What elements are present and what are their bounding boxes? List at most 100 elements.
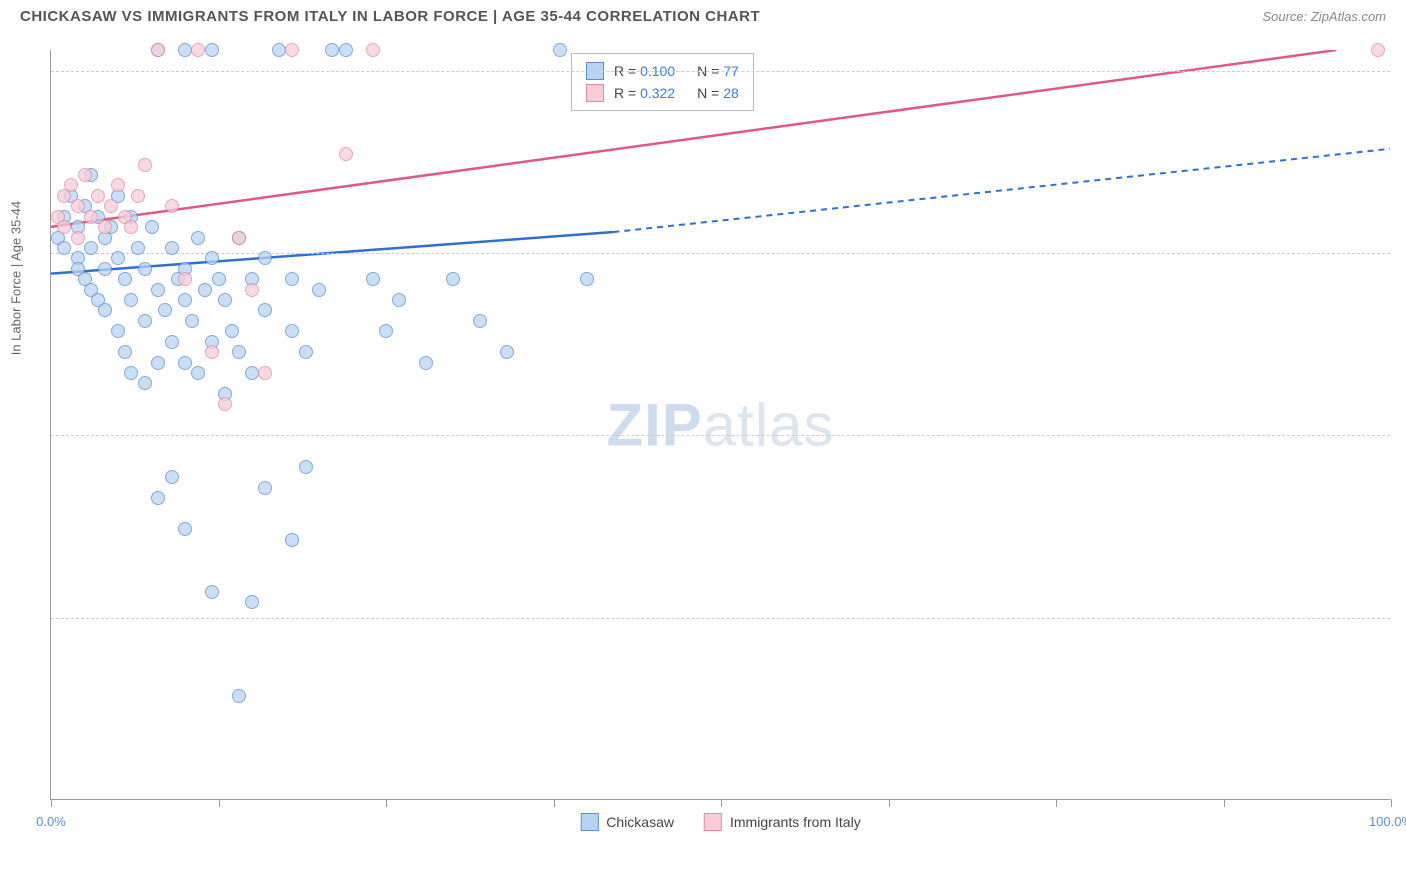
data-point	[245, 595, 259, 609]
x-tick	[721, 799, 722, 807]
data-point	[258, 366, 272, 380]
data-point	[272, 43, 286, 57]
data-point	[78, 168, 92, 182]
data-point	[225, 324, 239, 338]
data-point	[392, 293, 406, 307]
data-point	[64, 178, 78, 192]
watermark: ZIPatlas	[606, 390, 834, 459]
data-point	[138, 158, 152, 172]
r-stat: R = 0.322	[614, 85, 675, 101]
data-point	[212, 272, 226, 286]
data-point	[138, 376, 152, 390]
data-point	[151, 491, 165, 505]
data-point	[218, 397, 232, 411]
data-point	[165, 241, 179, 255]
data-point	[111, 178, 125, 192]
data-point	[245, 366, 259, 380]
data-point	[299, 460, 313, 474]
y-tick-label: 47.5%	[1395, 610, 1406, 625]
data-point	[285, 533, 299, 547]
data-point	[118, 345, 132, 359]
data-point	[178, 43, 192, 57]
data-point	[205, 43, 219, 57]
data-point	[325, 43, 339, 57]
data-point	[165, 335, 179, 349]
data-point	[57, 241, 71, 255]
data-point	[98, 220, 112, 234]
data-point	[191, 366, 205, 380]
data-point	[131, 241, 145, 255]
data-point	[500, 345, 514, 359]
legend-label: Chickasaw	[606, 814, 674, 830]
x-tick	[554, 799, 555, 807]
legend-item: Chickasaw	[580, 813, 674, 831]
data-point	[1371, 43, 1385, 57]
data-point	[57, 220, 71, 234]
data-point	[104, 199, 118, 213]
data-point	[165, 470, 179, 484]
data-point	[198, 283, 212, 297]
data-point	[185, 314, 199, 328]
data-point	[124, 220, 138, 234]
y-axis-label: In Labor Force | Age 35-44	[9, 200, 24, 354]
data-point	[151, 283, 165, 297]
legend-swatch	[586, 84, 604, 102]
data-point	[138, 262, 152, 276]
x-tick	[1224, 799, 1225, 807]
data-point	[205, 345, 219, 359]
data-point	[232, 231, 246, 245]
x-tick-label: 100.0%	[1369, 814, 1406, 829]
x-tick	[386, 799, 387, 807]
data-point	[71, 199, 85, 213]
data-point	[178, 272, 192, 286]
legend-row: R = 0.322 N = 28	[586, 82, 739, 104]
legend-label: Immigrants from Italy	[730, 814, 861, 830]
data-point	[339, 43, 353, 57]
source-label: Source: ZipAtlas.com	[1262, 9, 1386, 24]
data-point	[245, 283, 259, 297]
data-point	[205, 585, 219, 599]
data-point	[178, 522, 192, 536]
data-point	[419, 356, 433, 370]
data-point	[84, 241, 98, 255]
data-point	[151, 43, 165, 57]
data-point	[98, 303, 112, 317]
data-point	[366, 272, 380, 286]
data-point	[285, 43, 299, 57]
y-tick-label: 65.0%	[1395, 428, 1406, 443]
data-point	[151, 356, 165, 370]
scatter-chart: In Labor Force | Age 35-44 ZIPatlas R = …	[50, 50, 1390, 800]
data-point	[312, 283, 326, 297]
x-tick	[219, 799, 220, 807]
data-point	[124, 366, 138, 380]
data-point	[553, 43, 567, 57]
legend-swatch	[704, 813, 722, 831]
data-point	[366, 43, 380, 57]
x-tick	[889, 799, 890, 807]
x-tick	[51, 799, 52, 807]
data-point	[473, 314, 487, 328]
data-point	[118, 272, 132, 286]
data-point	[285, 272, 299, 286]
data-point	[145, 220, 159, 234]
data-point	[178, 293, 192, 307]
data-point	[191, 43, 205, 57]
data-point	[131, 189, 145, 203]
data-point	[446, 272, 460, 286]
data-point	[165, 199, 179, 213]
data-point	[232, 689, 246, 703]
data-point	[258, 481, 272, 495]
data-point	[580, 272, 594, 286]
data-point	[285, 324, 299, 338]
data-point	[71, 231, 85, 245]
correlation-legend: R = 0.100N = 77R = 0.322N = 28	[571, 53, 754, 111]
n-stat: N = 28	[697, 85, 739, 101]
data-point	[98, 262, 112, 276]
gridline	[51, 253, 1390, 254]
trend-lines	[51, 50, 1390, 799]
data-point	[158, 303, 172, 317]
x-tick-label: 0.0%	[36, 814, 66, 829]
data-point	[218, 293, 232, 307]
data-point	[111, 324, 125, 338]
gridline	[51, 618, 1390, 619]
